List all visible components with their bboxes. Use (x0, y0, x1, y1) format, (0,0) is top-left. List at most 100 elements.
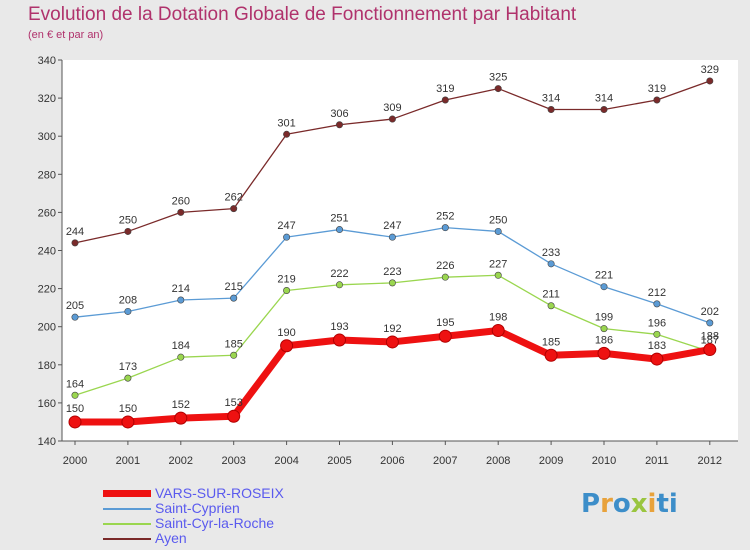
data-label: 185 (225, 338, 243, 350)
proxiti-logo[interactable]: Proxiti (581, 489, 678, 519)
data-label: 233 (542, 247, 560, 259)
data-point (124, 374, 132, 382)
data-label: 223 (383, 266, 401, 278)
data-label: 215 (225, 281, 243, 293)
data-point (547, 260, 555, 268)
data-label: 314 (595, 93, 613, 105)
legend-swatch-vars-sur-roseix (103, 490, 151, 497)
y-tick-label: 260 (38, 207, 56, 219)
data-label: 164 (66, 378, 84, 390)
x-tick-label: 2012 (698, 455, 722, 467)
data-label: 190 (277, 327, 295, 339)
y-tick-label: 220 (38, 284, 56, 296)
x-tick-label: 2008 (486, 455, 510, 467)
legend-swatch-saint-cyprien (103, 508, 151, 510)
y-tick-label: 160 (38, 398, 56, 410)
x-tick-label: 2009 (539, 455, 563, 467)
data-point (283, 233, 291, 241)
data-label: 325 (489, 72, 507, 84)
x-tick-label: 2010 (592, 455, 616, 467)
legend-label: VARS-SUR-ROSEIX (155, 485, 284, 501)
data-label: 314 (542, 93, 560, 105)
x-tick-label: 2011 (645, 455, 669, 467)
plot-area (62, 60, 738, 441)
data-point (600, 325, 608, 333)
data-label: 173 (119, 361, 137, 373)
data-point (385, 335, 399, 349)
data-label: 186 (595, 334, 613, 346)
legend-label: Ayen (155, 530, 187, 546)
data-label: 185 (542, 336, 560, 348)
data-point (706, 77, 714, 85)
data-label: 153 (225, 397, 243, 409)
data-point (491, 324, 505, 338)
data-label: 152 (172, 399, 190, 411)
data-point (544, 348, 558, 362)
data-point (441, 96, 449, 104)
data-point (280, 339, 294, 353)
data-label: 219 (277, 274, 295, 286)
data-point (388, 115, 396, 123)
data-label: 150 (119, 403, 137, 415)
x-tick-label: 2001 (116, 455, 140, 467)
data-point (174, 411, 188, 425)
data-label: 208 (119, 294, 137, 306)
data-label: 309 (383, 102, 401, 114)
data-point (597, 346, 611, 360)
data-point (230, 205, 238, 213)
data-point (227, 409, 241, 423)
chart-subtitle: (en € et par an) (28, 29, 104, 41)
data-point (494, 227, 502, 235)
data-label: 183 (648, 340, 666, 352)
legend-swatch-saint-cyr-la-roche (103, 523, 151, 525)
chart-title: Evolution de la Dotation Globale de Fonc… (28, 4, 577, 25)
data-label: 187 (701, 334, 719, 346)
data-label: 193 (330, 321, 348, 333)
y-tick-label: 240 (38, 246, 56, 258)
data-label: 306 (330, 108, 348, 120)
x-tick-label: 2004 (274, 455, 298, 467)
data-point (547, 302, 555, 310)
data-point (68, 415, 82, 429)
data-point (653, 96, 661, 104)
data-label: 319 (436, 83, 454, 95)
data-point (283, 287, 291, 295)
data-point (650, 352, 664, 366)
data-label: 250 (489, 214, 507, 226)
data-point (653, 330, 661, 338)
data-label: 199 (595, 312, 613, 324)
data-point (494, 271, 502, 279)
data-label: 301 (277, 117, 295, 129)
x-tick-label: 2005 (327, 455, 351, 467)
data-point (441, 273, 449, 281)
data-point (600, 106, 608, 114)
data-label: 195 (436, 317, 454, 329)
data-label: 260 (172, 195, 190, 207)
x-tick-label: 2002 (169, 455, 193, 467)
data-point (230, 351, 238, 359)
data-label: 184 (172, 340, 190, 352)
data-label: 205 (66, 300, 84, 312)
data-point (177, 353, 185, 361)
data-label: 188 (701, 331, 719, 343)
data-point (71, 313, 79, 321)
data-point (124, 307, 132, 315)
x-tick-label: 2006 (380, 455, 404, 467)
data-point (71, 239, 79, 247)
data-point (600, 283, 608, 291)
data-label: 227 (489, 258, 507, 270)
data-label: 221 (595, 270, 613, 282)
data-label: 329 (701, 64, 719, 76)
data-point (706, 319, 714, 327)
data-point (283, 130, 291, 138)
data-label: 202 (701, 306, 719, 318)
data-label: 247 (383, 220, 401, 232)
data-label: 192 (383, 323, 401, 335)
data-label: 262 (225, 192, 243, 204)
data-point (494, 85, 502, 93)
data-point (703, 343, 717, 357)
data-label: 222 (330, 268, 348, 280)
x-tick-label: 2007 (433, 455, 457, 467)
data-label: 150 (66, 403, 84, 415)
